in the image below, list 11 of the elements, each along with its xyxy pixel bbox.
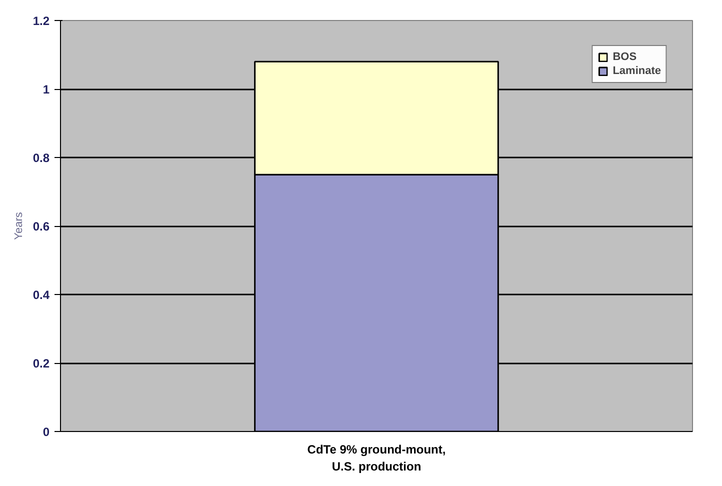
y-tick-label: 1.2 [32, 14, 50, 28]
y-tick-label: 0.6 [32, 220, 50, 234]
x-tick-label: CdTe 9% ground-mount, U.S. production [307, 442, 446, 474]
y-tick-label: 1 [42, 82, 50, 96]
legend-label: Laminate [612, 65, 661, 77]
y-axis-title: Years [12, 212, 25, 240]
y-tick-label: 0.2 [32, 356, 50, 370]
y-tick-label: 0.8 [32, 151, 50, 165]
y-tick-label: 0 [42, 425, 50, 439]
y-tick-label: 0.4 [32, 288, 50, 302]
legend-label: BOS [612, 51, 637, 63]
